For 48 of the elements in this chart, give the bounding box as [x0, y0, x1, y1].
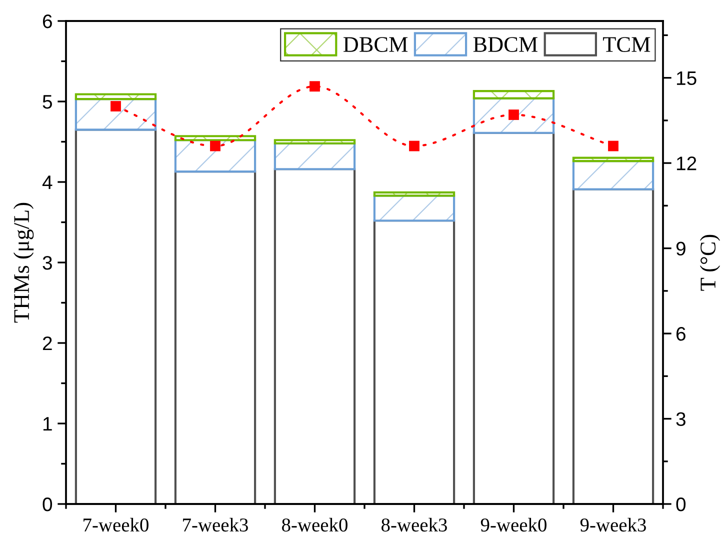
y-tick-label: 6: [42, 14, 52, 28]
y-tick-label: 5: [42, 95, 52, 109]
bar: [373, 191, 456, 197]
point: [310, 81, 320, 92]
y2-tick-label: 3: [676, 412, 686, 426]
legend-label: BDCM: [473, 37, 538, 52]
y2-tick-label: 6: [676, 326, 686, 341]
y-axis-title: THMs (μg/L): [13, 202, 34, 323]
bar: [274, 142, 356, 170]
bar: [274, 139, 356, 144]
y-tick-label: 2: [42, 336, 52, 350]
legend-label: DBCM: [343, 37, 408, 52]
bar: [472, 90, 555, 100]
x-tick-label: 8-week3: [382, 518, 447, 532]
bar: [174, 135, 256, 142]
x-tick-label: 9-week0: [480, 518, 546, 532]
bar: [572, 156, 654, 162]
point: [110, 101, 121, 112]
point: [508, 110, 519, 120]
bar: [274, 168, 356, 504]
x-tick-label: 7-week0: [84, 518, 148, 532]
point: [210, 140, 220, 152]
bar: [472, 97, 555, 134]
bar: [572, 188, 654, 504]
y2-tick-label: 0: [676, 497, 686, 512]
legend-label: TCM: [603, 37, 650, 52]
y2-tick-label: 12: [676, 156, 696, 170]
bar: [373, 194, 456, 222]
x-tick-label: 8-week0: [282, 518, 348, 532]
y2-axis-title: T (°C): [700, 234, 720, 291]
y2-tick-label: 9: [676, 242, 686, 256]
y-tick-label: 1: [43, 417, 52, 431]
bar: [74, 93, 157, 100]
point: [608, 140, 618, 152]
bar: [472, 132, 555, 504]
x-tick-label: 9-week3: [580, 518, 646, 532]
bar: [174, 170, 256, 504]
bar: [373, 220, 456, 504]
y-tick-label: 4: [42, 176, 52, 190]
bar: [74, 128, 157, 504]
y-tick-label: 3: [42, 256, 52, 270]
point: [409, 140, 420, 152]
bar: [174, 139, 256, 173]
y2-tick-label: 15: [676, 71, 696, 86]
x-tick-label: 7-week3: [183, 518, 248, 532]
bar: [572, 160, 654, 190]
bar: [74, 98, 157, 131]
y-tick-label: 0: [42, 497, 52, 512]
